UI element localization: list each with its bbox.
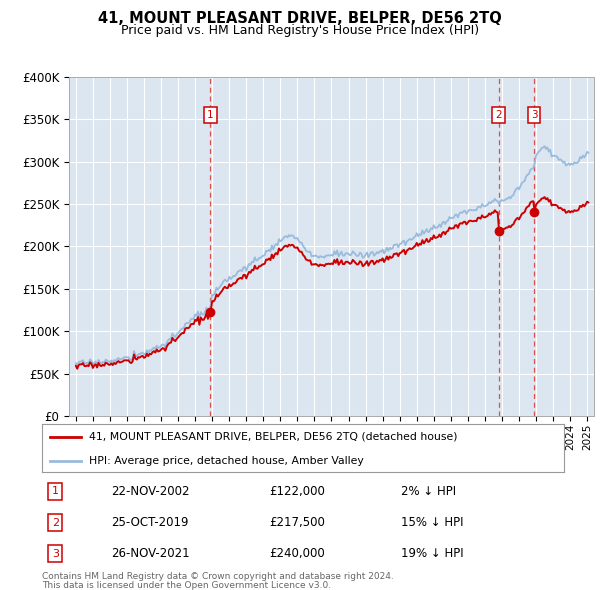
Text: £240,000: £240,000 — [269, 547, 325, 560]
Text: 2: 2 — [52, 517, 59, 527]
Text: 26-NOV-2021: 26-NOV-2021 — [110, 547, 189, 560]
Text: 41, MOUNT PLEASANT DRIVE, BELPER, DE56 2TQ: 41, MOUNT PLEASANT DRIVE, BELPER, DE56 2… — [98, 11, 502, 25]
Text: 1: 1 — [52, 486, 59, 496]
Text: 2% ↓ HPI: 2% ↓ HPI — [401, 485, 456, 498]
Text: 3: 3 — [531, 110, 538, 120]
Text: £217,500: £217,500 — [269, 516, 325, 529]
Text: This data is licensed under the Open Government Licence v3.0.: This data is licensed under the Open Gov… — [42, 581, 331, 589]
Text: 25-OCT-2019: 25-OCT-2019 — [110, 516, 188, 529]
Text: HPI: Average price, detached house, Amber Valley: HPI: Average price, detached house, Ambe… — [89, 456, 364, 466]
Text: 3: 3 — [52, 549, 59, 559]
Text: 19% ↓ HPI: 19% ↓ HPI — [401, 547, 464, 560]
Text: 22-NOV-2002: 22-NOV-2002 — [110, 485, 189, 498]
Text: 15% ↓ HPI: 15% ↓ HPI — [401, 516, 464, 529]
Text: Price paid vs. HM Land Registry's House Price Index (HPI): Price paid vs. HM Land Registry's House … — [121, 24, 479, 37]
Text: 1: 1 — [207, 110, 214, 120]
Text: Contains HM Land Registry data © Crown copyright and database right 2024.: Contains HM Land Registry data © Crown c… — [42, 572, 394, 581]
Text: £122,000: £122,000 — [269, 485, 325, 498]
Text: 2: 2 — [496, 110, 502, 120]
Text: 41, MOUNT PLEASANT DRIVE, BELPER, DE56 2TQ (detached house): 41, MOUNT PLEASANT DRIVE, BELPER, DE56 2… — [89, 432, 457, 442]
